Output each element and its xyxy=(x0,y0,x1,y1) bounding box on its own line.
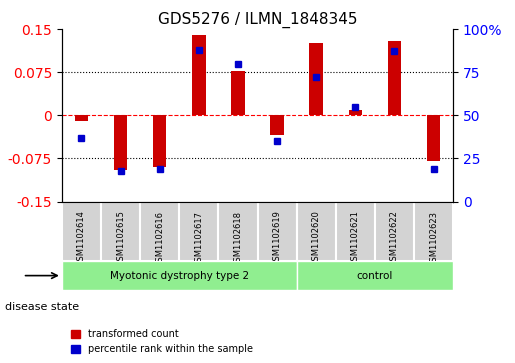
Bar xyxy=(153,115,166,167)
FancyBboxPatch shape xyxy=(140,201,179,261)
Text: GSM1102621: GSM1102621 xyxy=(351,211,360,266)
Text: Myotonic dystrophy type 2: Myotonic dystrophy type 2 xyxy=(110,270,249,281)
FancyBboxPatch shape xyxy=(414,201,453,261)
FancyBboxPatch shape xyxy=(297,261,453,290)
Text: GSM1102614: GSM1102614 xyxy=(77,211,86,266)
FancyBboxPatch shape xyxy=(101,201,140,261)
Text: GSM1102616: GSM1102616 xyxy=(155,211,164,266)
Bar xyxy=(270,115,284,135)
Bar xyxy=(75,115,88,121)
Bar xyxy=(427,115,440,162)
Text: GSM1102619: GSM1102619 xyxy=(272,211,282,266)
FancyBboxPatch shape xyxy=(375,201,414,261)
Bar xyxy=(388,41,401,115)
Text: GSM1102622: GSM1102622 xyxy=(390,211,399,266)
Bar xyxy=(231,71,245,115)
FancyBboxPatch shape xyxy=(258,201,297,261)
Bar xyxy=(114,115,127,170)
Text: GSM1102615: GSM1102615 xyxy=(116,211,125,266)
Bar xyxy=(310,44,323,115)
Title: GDS5276 / ILMN_1848345: GDS5276 / ILMN_1848345 xyxy=(158,12,357,28)
FancyBboxPatch shape xyxy=(218,201,258,261)
Legend: transformed count, percentile rank within the sample: transformed count, percentile rank withi… xyxy=(66,326,257,358)
Text: GSM1102623: GSM1102623 xyxy=(429,211,438,266)
Text: disease state: disease state xyxy=(5,302,79,312)
Bar xyxy=(349,110,362,115)
Text: GSM1102617: GSM1102617 xyxy=(194,211,203,266)
FancyBboxPatch shape xyxy=(179,201,218,261)
Text: control: control xyxy=(357,270,393,281)
Text: GSM1102620: GSM1102620 xyxy=(312,211,321,266)
FancyBboxPatch shape xyxy=(62,261,297,290)
Text: GSM1102618: GSM1102618 xyxy=(233,211,243,266)
FancyBboxPatch shape xyxy=(336,201,375,261)
Bar xyxy=(192,35,205,115)
FancyBboxPatch shape xyxy=(297,201,336,261)
FancyBboxPatch shape xyxy=(62,201,101,261)
